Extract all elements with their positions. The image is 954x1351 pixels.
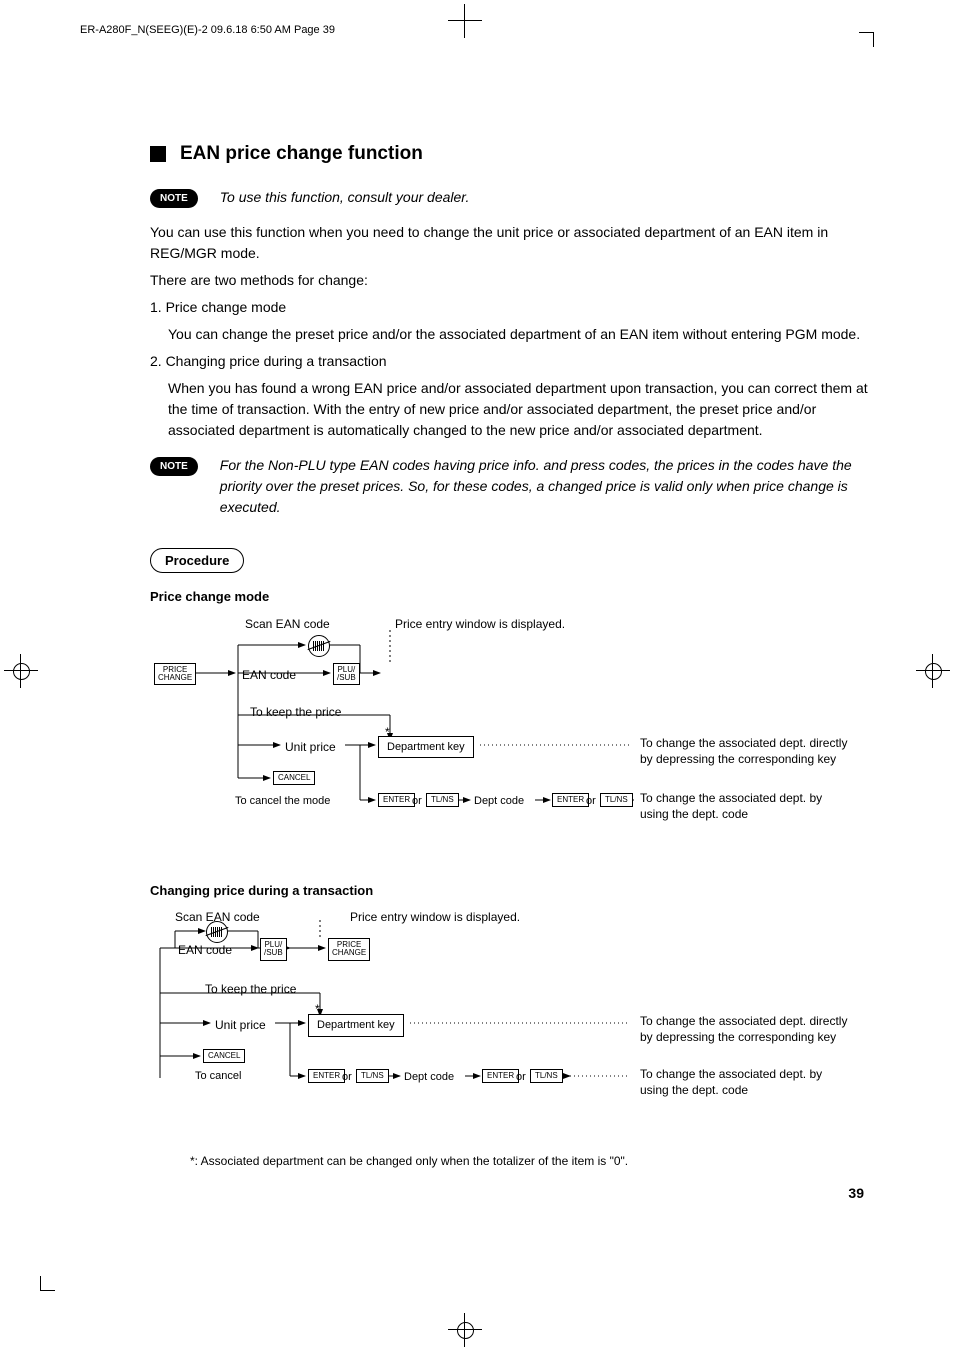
crop-mark-tr — [859, 32, 874, 47]
procedure-label: Procedure — [150, 548, 244, 574]
note-text-1: To use this function, consult your deale… — [220, 187, 470, 208]
note-row-2: NOTE For the Non-PLU type EAN codes havi… — [150, 455, 874, 518]
section-heading: EAN price change function — [150, 140, 874, 169]
label-dept-code: Dept code — [474, 793, 524, 810]
desc-dept-direct: To change the associated dept. directly … — [640, 735, 850, 767]
key-cancel: CANCEL — [273, 771, 315, 785]
key-plu-sub: PLU/ /SUB — [333, 663, 360, 686]
desc-dept-direct: To change the associated dept. directly … — [640, 1013, 850, 1045]
key-tlns: TL/NS — [530, 1069, 563, 1083]
key-enter: ENTER — [552, 793, 589, 807]
list-item-2: 2. Changing price during a transaction — [150, 351, 874, 372]
label-to-keep: To keep the price — [250, 703, 341, 721]
subheading-1: Price change mode — [150, 587, 874, 607]
label-to-keep: To keep the price — [205, 980, 296, 998]
paragraph: There are two methods for change: — [150, 270, 874, 291]
key-tlns: TL/NS — [356, 1069, 389, 1083]
page-number: 39 — [848, 1185, 864, 1201]
section-title: EAN price change function — [180, 140, 423, 169]
box-dept-key: Department key — [378, 736, 474, 759]
box-dept-key: Department key — [308, 1014, 404, 1037]
label-or: or — [586, 793, 596, 810]
note-text-2: For the Non-PLU type EAN codes having pr… — [220, 455, 874, 518]
registration-mark-left — [10, 660, 32, 682]
registration-mark-bottom — [454, 1319, 476, 1341]
desc-dept-code: To change the associated dept. by using … — [640, 790, 850, 822]
label-ean-code: EAN code — [178, 941, 232, 959]
label-scan-ean: Scan EAN code — [245, 615, 330, 633]
key-enter: ENTER — [482, 1069, 519, 1083]
diagram-price-change-mode: Scan EAN code Price entry window is disp… — [150, 615, 874, 875]
note-badge: NOTE — [150, 189, 198, 208]
note-row-1: NOTE To use this function, consult your … — [150, 187, 874, 208]
key-tlns: TL/NS — [426, 793, 459, 807]
registration-mark-top — [454, 10, 476, 32]
footnote: *: Associated department can be changed … — [190, 1152, 874, 1170]
label-unit-price: Unit price — [285, 738, 336, 756]
key-cancel: CANCEL — [203, 1049, 245, 1063]
subheading-2: Changing price during a transaction — [150, 881, 874, 901]
key-plu-sub: PLU/ /SUB — [260, 938, 287, 961]
barcode-icon — [206, 921, 228, 943]
label-price-window: Price entry window is displayed. — [350, 908, 520, 926]
list-item-2-body: When you has found a wrong EAN price and… — [168, 378, 874, 441]
paragraph: You can use this function when you need … — [150, 222, 874, 264]
key-enter: ENTER — [308, 1069, 345, 1083]
label-or: or — [342, 1069, 352, 1086]
label-or: or — [412, 793, 422, 810]
label-ean-code: EAN code — [242, 666, 296, 684]
list-item-1: 1. Price change mode — [150, 297, 874, 318]
crop-mark-bl — [40, 1276, 55, 1291]
label-or: or — [516, 1069, 526, 1086]
label-price-window: Price entry window is displayed. — [395, 615, 565, 633]
barcode-icon — [308, 635, 330, 657]
key-price-change: PRICECHANGE — [328, 938, 370, 961]
key-tlns: TL/NS — [600, 793, 633, 807]
label-cancel-mode: To cancel the mode — [235, 793, 330, 810]
label-unit-price: Unit price — [215, 1016, 266, 1034]
key-price-change: PRICECHANGE — [154, 663, 196, 686]
header-line: ER-A280F_N(SEEG)(E)-2 09.6.18 6:50 AM Pa… — [80, 24, 335, 36]
diagram-changing-during-transaction: Scan EAN code Price entry window is disp… — [150, 908, 874, 1138]
desc-dept-code: To change the associated dept. by using … — [640, 1066, 850, 1098]
label-to-cancel: To cancel — [195, 1068, 241, 1085]
bullet-square-icon — [150, 146, 166, 162]
registration-mark-right — [922, 660, 944, 682]
label-dept-code: Dept code — [404, 1069, 454, 1086]
note-badge: NOTE — [150, 457, 198, 476]
list-item-1-body: You can change the preset price and/or t… — [168, 324, 874, 345]
key-enter: ENTER — [378, 793, 415, 807]
